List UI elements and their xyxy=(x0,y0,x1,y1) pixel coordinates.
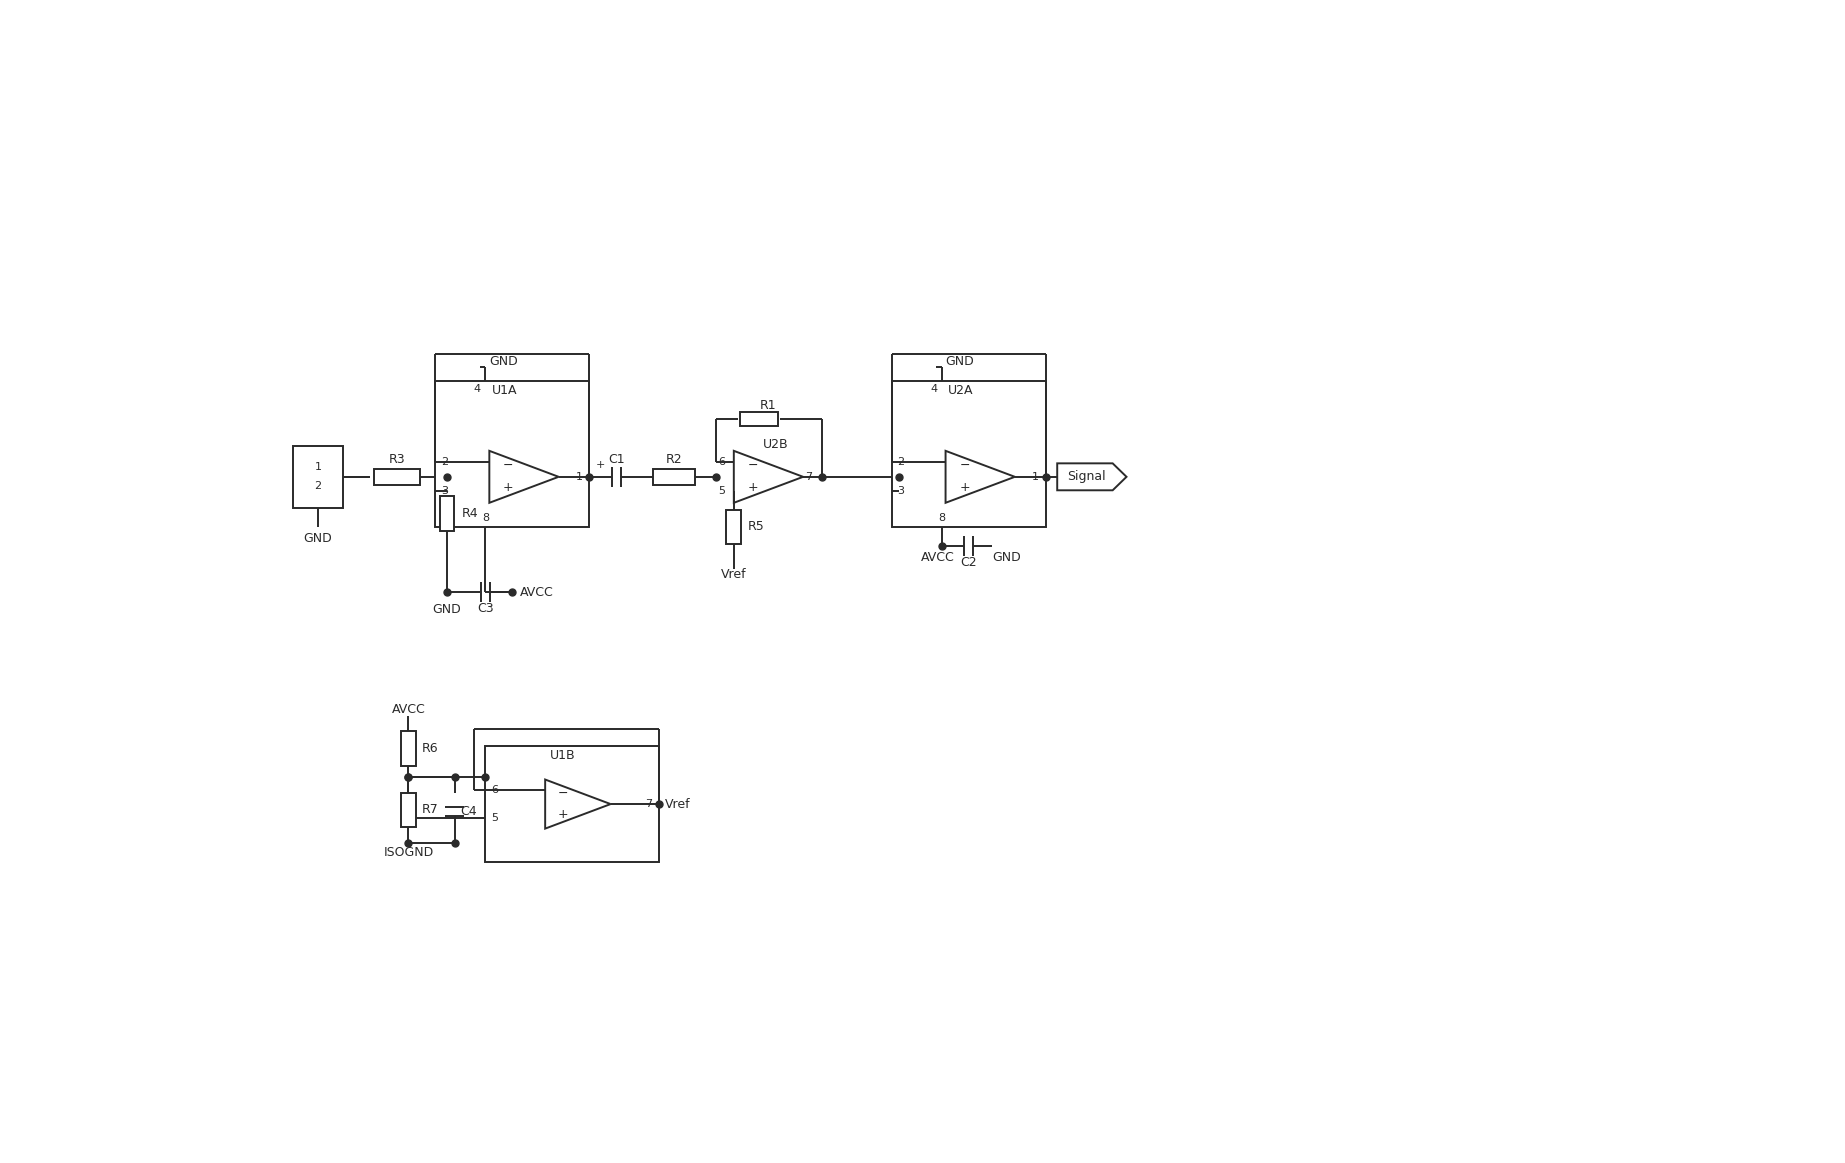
Text: U1A: U1A xyxy=(493,384,517,397)
Bar xyxy=(740,412,779,427)
Text: R3: R3 xyxy=(389,454,406,466)
Text: C2: C2 xyxy=(961,556,978,569)
Text: +: + xyxy=(557,808,568,821)
Text: 1: 1 xyxy=(576,472,583,481)
Text: C3: C3 xyxy=(478,602,494,615)
Bar xyxy=(653,469,696,485)
Text: Signal: Signal xyxy=(1066,470,1105,484)
Text: R2: R2 xyxy=(666,454,683,466)
Bar xyxy=(727,509,742,544)
Text: R7: R7 xyxy=(423,804,439,816)
Text: ISOGND: ISOGND xyxy=(384,846,434,858)
Text: 3: 3 xyxy=(897,486,904,497)
Bar xyxy=(400,730,415,765)
Text: 2: 2 xyxy=(897,457,904,468)
Text: 2: 2 xyxy=(314,481,321,492)
Text: 4: 4 xyxy=(474,384,482,394)
Text: +: + xyxy=(959,481,970,494)
Text: Vref: Vref xyxy=(721,569,747,582)
Text: GND: GND xyxy=(946,355,974,368)
Text: C1: C1 xyxy=(609,454,625,466)
Text: 3: 3 xyxy=(441,486,448,497)
Text: 6: 6 xyxy=(718,457,725,468)
Text: U2A: U2A xyxy=(948,384,974,397)
Bar xyxy=(485,747,659,862)
Bar xyxy=(891,380,1046,527)
Text: −: − xyxy=(504,459,513,472)
Text: +: + xyxy=(747,481,758,494)
Text: U1B: U1B xyxy=(550,749,576,763)
Bar xyxy=(293,447,343,507)
Text: R1: R1 xyxy=(760,399,777,412)
Text: Vref: Vref xyxy=(664,798,690,811)
Text: GND: GND xyxy=(489,355,518,368)
Text: −: − xyxy=(959,459,970,472)
Text: 7: 7 xyxy=(804,472,812,481)
Text: GND: GND xyxy=(993,551,1020,564)
Text: AVCC: AVCC xyxy=(520,586,554,599)
Text: R5: R5 xyxy=(747,520,764,534)
Text: +: + xyxy=(596,459,605,470)
Text: AVCC: AVCC xyxy=(921,551,954,564)
Text: +: + xyxy=(504,481,513,494)
Text: 6: 6 xyxy=(491,785,498,795)
Text: 2: 2 xyxy=(441,457,448,468)
Text: 8: 8 xyxy=(937,513,945,523)
Text: AVCC: AVCC xyxy=(391,704,426,716)
Text: 7: 7 xyxy=(644,799,651,809)
Text: −: − xyxy=(557,787,568,800)
Text: 5: 5 xyxy=(491,813,498,823)
Bar xyxy=(375,469,421,485)
Text: GND: GND xyxy=(432,604,461,616)
Text: 1: 1 xyxy=(1031,472,1039,481)
Text: C4: C4 xyxy=(461,805,478,819)
Text: R4: R4 xyxy=(461,507,478,520)
Text: 1: 1 xyxy=(314,462,321,472)
Bar xyxy=(439,497,454,530)
Text: GND: GND xyxy=(304,531,332,545)
Text: −: − xyxy=(747,459,758,472)
Text: R6: R6 xyxy=(423,742,439,755)
Bar xyxy=(400,792,415,827)
Text: U2B: U2B xyxy=(764,437,790,450)
Text: 4: 4 xyxy=(930,384,937,394)
Bar xyxy=(435,380,589,527)
Text: 5: 5 xyxy=(718,486,725,497)
Text: 8: 8 xyxy=(482,513,489,523)
